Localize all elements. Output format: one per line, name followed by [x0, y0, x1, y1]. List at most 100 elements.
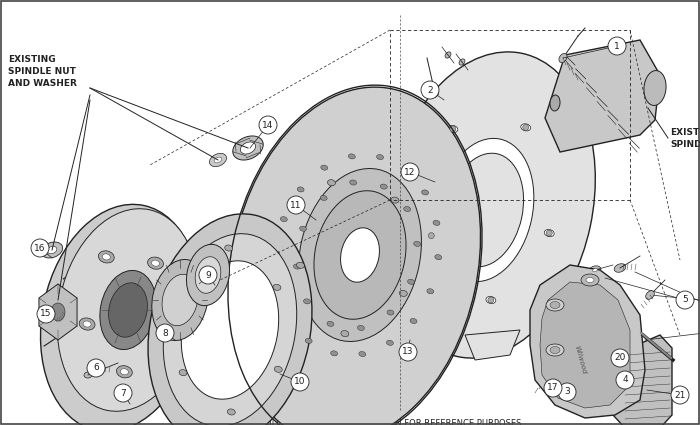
Ellipse shape [298, 187, 304, 192]
Text: 15: 15 [41, 309, 52, 318]
Ellipse shape [274, 366, 282, 372]
Ellipse shape [546, 299, 564, 311]
Ellipse shape [305, 338, 312, 343]
Circle shape [544, 379, 562, 397]
Text: 6: 6 [93, 363, 99, 372]
Ellipse shape [300, 226, 307, 231]
Ellipse shape [281, 217, 287, 222]
Ellipse shape [448, 125, 458, 133]
Ellipse shape [57, 209, 199, 411]
Ellipse shape [550, 386, 560, 394]
Ellipse shape [116, 366, 132, 378]
Text: 8: 8 [162, 329, 168, 337]
Ellipse shape [240, 142, 256, 154]
Circle shape [546, 230, 552, 236]
Ellipse shape [328, 180, 335, 186]
Ellipse shape [51, 303, 65, 321]
Ellipse shape [47, 246, 57, 254]
Ellipse shape [162, 274, 198, 326]
Text: NOTE: OPTIONAL DRILLED/SLOTTED ROTOR SHOWN FOR REFERENCE PURPOSES: NOTE: OPTIONAL DRILLED/SLOTTED ROTOR SHO… [183, 418, 522, 425]
Text: 3: 3 [564, 388, 570, 397]
Ellipse shape [225, 245, 232, 251]
Text: 2: 2 [427, 85, 433, 94]
Circle shape [399, 343, 417, 361]
Ellipse shape [589, 266, 601, 274]
Ellipse shape [272, 251, 279, 256]
Polygon shape [613, 335, 672, 425]
Text: 7: 7 [120, 388, 126, 397]
Circle shape [87, 359, 105, 377]
Ellipse shape [151, 260, 160, 266]
Ellipse shape [230, 87, 480, 425]
Ellipse shape [410, 318, 417, 323]
Ellipse shape [108, 283, 148, 337]
Ellipse shape [445, 52, 451, 58]
Ellipse shape [233, 136, 263, 160]
Ellipse shape [350, 180, 357, 185]
Ellipse shape [414, 241, 421, 246]
Ellipse shape [195, 257, 220, 293]
Text: 17: 17 [547, 383, 559, 393]
Ellipse shape [214, 157, 222, 163]
Ellipse shape [286, 315, 293, 320]
Ellipse shape [550, 95, 560, 111]
Ellipse shape [431, 89, 439, 97]
Ellipse shape [433, 220, 440, 225]
Ellipse shape [186, 244, 230, 306]
Ellipse shape [274, 285, 281, 290]
Ellipse shape [293, 264, 300, 269]
Ellipse shape [178, 288, 186, 294]
Ellipse shape [402, 167, 409, 172]
Ellipse shape [228, 409, 235, 415]
Ellipse shape [97, 380, 102, 384]
Ellipse shape [358, 326, 365, 331]
Ellipse shape [349, 154, 356, 159]
Ellipse shape [59, 332, 65, 336]
Ellipse shape [299, 168, 421, 342]
Ellipse shape [546, 384, 564, 396]
Ellipse shape [545, 230, 554, 237]
Ellipse shape [427, 289, 434, 294]
Circle shape [488, 297, 494, 303]
Circle shape [421, 81, 439, 99]
Text: 13: 13 [402, 348, 414, 357]
Ellipse shape [41, 204, 199, 425]
Circle shape [611, 349, 629, 367]
Polygon shape [540, 282, 630, 408]
Circle shape [291, 373, 309, 391]
Ellipse shape [380, 184, 387, 189]
Ellipse shape [359, 351, 366, 357]
Polygon shape [545, 40, 660, 152]
Circle shape [114, 384, 132, 402]
Ellipse shape [152, 260, 208, 340]
Ellipse shape [542, 377, 550, 383]
Ellipse shape [99, 251, 114, 263]
Ellipse shape [78, 265, 84, 269]
Circle shape [156, 324, 174, 342]
Ellipse shape [179, 370, 187, 376]
Circle shape [671, 386, 689, 404]
Text: 1: 1 [614, 42, 620, 51]
Polygon shape [465, 330, 520, 360]
Ellipse shape [407, 279, 414, 284]
Ellipse shape [273, 284, 281, 290]
Ellipse shape [421, 190, 428, 195]
Ellipse shape [426, 232, 436, 239]
Circle shape [31, 239, 49, 257]
Ellipse shape [330, 351, 337, 356]
Text: 20: 20 [615, 354, 626, 363]
Text: 4: 4 [622, 376, 628, 385]
Ellipse shape [162, 331, 171, 337]
Circle shape [199, 266, 217, 284]
Ellipse shape [148, 257, 163, 269]
Ellipse shape [435, 255, 442, 260]
Ellipse shape [559, 54, 567, 62]
Ellipse shape [100, 270, 156, 349]
Ellipse shape [327, 321, 334, 326]
Ellipse shape [546, 344, 564, 356]
Ellipse shape [377, 155, 384, 160]
Text: 16: 16 [34, 244, 46, 252]
Polygon shape [39, 284, 77, 340]
Ellipse shape [120, 369, 128, 375]
Text: EXISTING
SPINDLE NUT
AND WASHER: EXISTING SPINDLE NUT AND WASHER [8, 55, 77, 88]
